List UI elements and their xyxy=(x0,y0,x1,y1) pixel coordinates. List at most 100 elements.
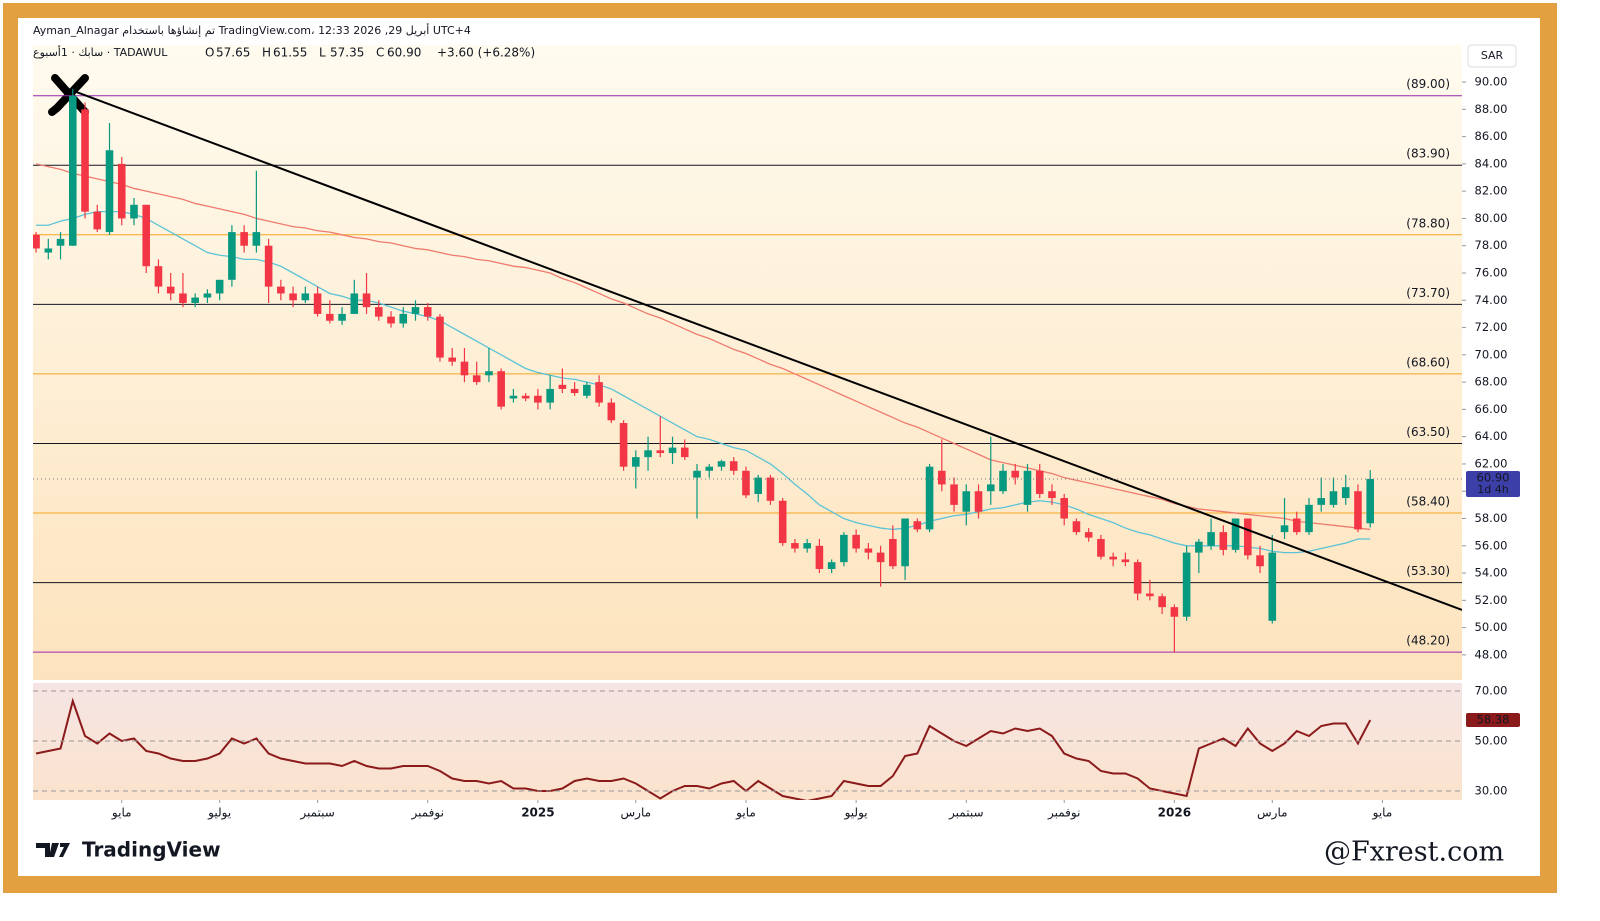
y-tick-label: 50.00 xyxy=(1475,620,1508,634)
candle-body xyxy=(754,477,763,494)
change: +3.60 (+6.28%) xyxy=(437,46,535,60)
candle-body xyxy=(313,293,322,314)
x-tick-label: نوفمبر xyxy=(411,806,444,821)
credit: Ayman_Alnagar تم إنشاؤها باستخدام Tradin… xyxy=(33,23,471,37)
ohlc-value: 57.35 xyxy=(330,46,364,60)
candle-body xyxy=(1011,470,1020,478)
candle-body xyxy=(1182,552,1191,617)
x-tick-label: سبتمبر xyxy=(948,806,983,821)
moving-average xyxy=(36,210,1371,554)
candle-body xyxy=(546,388,554,403)
level-label: (83.90) xyxy=(1406,147,1450,161)
candle-body xyxy=(815,545,824,569)
candle-body xyxy=(56,238,65,246)
y-tick-label: 56.00 xyxy=(1475,538,1508,552)
candle-body xyxy=(130,204,138,219)
candle-body xyxy=(1121,559,1130,563)
rsi-value-label: 58.38 xyxy=(1477,713,1510,727)
candle-body xyxy=(203,293,212,298)
candle-body xyxy=(925,466,934,530)
candle-body xyxy=(607,402,616,421)
candle-body xyxy=(1084,532,1093,538)
candle-body xyxy=(362,293,371,308)
candle-body xyxy=(1097,538,1105,557)
y-tick-label: 58.00 xyxy=(1475,511,1508,525)
candle-body xyxy=(742,470,750,496)
candle-body xyxy=(1305,504,1313,533)
candle-body xyxy=(827,562,836,569)
candle-body xyxy=(999,470,1007,492)
candle-body xyxy=(44,248,53,253)
trendline xyxy=(74,90,1462,611)
candle-body xyxy=(350,293,359,314)
candle-body xyxy=(277,286,285,294)
level-label: (73.70) xyxy=(1406,286,1450,300)
y-tick-label: 76.00 xyxy=(1475,266,1508,280)
tv-logo xyxy=(36,843,70,857)
ohlc-value: 57.65 xyxy=(216,46,250,60)
candle-body xyxy=(1268,552,1277,621)
candle-body xyxy=(448,357,457,362)
level-label: (53.30) xyxy=(1406,564,1450,578)
candle-body xyxy=(1317,498,1326,505)
level-label: (89.00) xyxy=(1406,77,1450,91)
candle-body xyxy=(240,232,248,246)
candle-body xyxy=(411,307,420,314)
candle-body xyxy=(986,484,995,492)
x-tick-label: مايو xyxy=(735,806,756,821)
candle-body xyxy=(1244,518,1252,556)
x-tick-label: مارس xyxy=(621,806,652,821)
candle-body xyxy=(717,461,726,467)
y-tick-label: 48.00 xyxy=(1475,647,1508,661)
candle-body xyxy=(166,286,175,294)
candle-body xyxy=(399,313,408,324)
candle-body xyxy=(583,384,591,396)
rsi-tick-label: 30.00 xyxy=(1475,784,1508,798)
candle-body xyxy=(1170,607,1179,617)
candle-body xyxy=(1341,487,1350,499)
x-tick-label: سبتمبر xyxy=(299,806,334,821)
ohlc-key: H xyxy=(262,46,271,60)
candle-body xyxy=(460,361,469,376)
y-tick-label: 88.00 xyxy=(1475,102,1508,116)
candle-body xyxy=(901,518,909,567)
ohlc-value: 60.90 xyxy=(387,46,421,60)
y-tick-label: 62.00 xyxy=(1475,456,1508,470)
ohlc-key: L xyxy=(319,46,326,60)
price-pane xyxy=(33,45,1462,680)
candle-body xyxy=(252,232,261,246)
rsi-value-box xyxy=(1466,713,1520,728)
candle-body xyxy=(117,163,126,219)
candle-body xyxy=(68,95,77,246)
candle-body xyxy=(33,234,40,249)
candle-body xyxy=(105,150,114,233)
y-tick-label: 78.00 xyxy=(1475,238,1508,252)
candle-body xyxy=(558,384,567,389)
currency-box xyxy=(1467,44,1517,68)
y-tick-label: 80.00 xyxy=(1475,211,1508,225)
symbol: سابك · 1أسبوع · TADAWUL xyxy=(33,45,168,59)
logo-x xyxy=(48,74,89,116)
candle-body xyxy=(154,266,163,287)
last-price-box xyxy=(1466,470,1520,497)
price-plot xyxy=(33,88,1462,653)
candle-body xyxy=(778,500,787,544)
candle-body xyxy=(1023,470,1032,505)
candle-body xyxy=(913,521,922,530)
candle-body xyxy=(387,316,395,324)
candle-body xyxy=(852,534,860,549)
candle-body xyxy=(791,543,799,549)
candle-body xyxy=(962,491,971,512)
y-tick-label: 72.00 xyxy=(1475,320,1508,334)
x-tick-label: مايو xyxy=(111,806,132,821)
currency: SAR xyxy=(1481,49,1504,62)
candle-body xyxy=(1072,521,1081,533)
candle-body xyxy=(950,484,958,505)
rsi-tick-label: 50.00 xyxy=(1475,734,1508,748)
level-label: (48.20) xyxy=(1406,634,1450,648)
candle-body xyxy=(632,457,640,467)
candle-body xyxy=(1109,556,1117,560)
candle-body xyxy=(1060,498,1068,519)
legend: سابك · 1أسبوع · TADAWUL O 57.65 H 61.55 L 57.3… xyxy=(33,45,535,60)
